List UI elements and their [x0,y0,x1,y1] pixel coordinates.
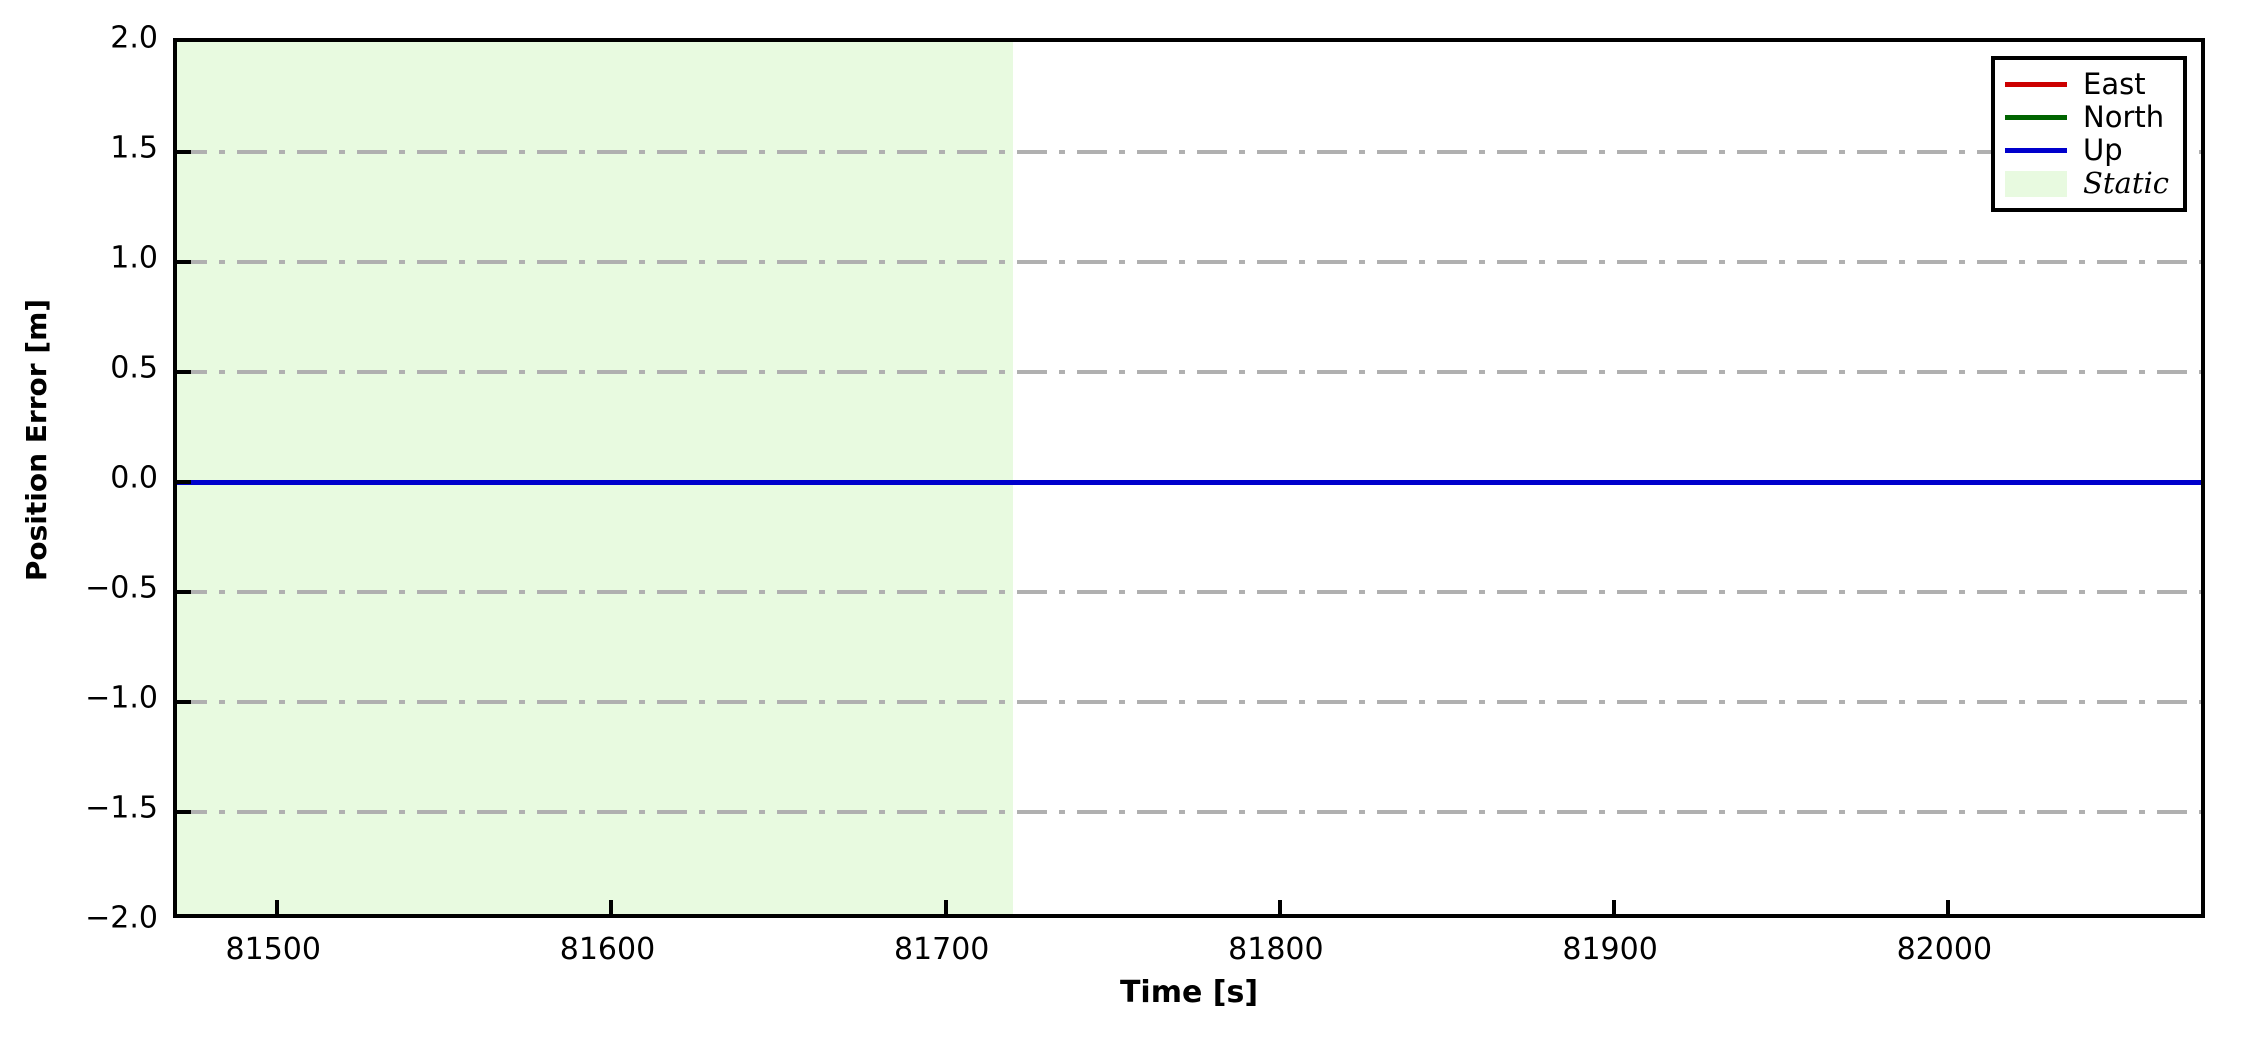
y-tick-label: 0.0 [110,460,158,496]
x-tick [943,900,948,914]
y-tick-label: 1.0 [110,240,158,276]
y-tick [177,370,191,374]
x-tick [1277,900,1282,914]
y-tick [177,700,191,704]
legend-swatch-static-icon [2005,170,2068,197]
legend-item-east[interactable]: East [2005,68,2169,101]
legend-label: Up [2083,133,2123,167]
y-tick-label: −1.5 [85,790,158,826]
y-tick-label: −1.0 [85,680,158,716]
gridline [177,260,2201,264]
plot-area[interactable]: East North Up Static [173,38,2205,918]
gridline [177,700,2201,704]
gridline [177,810,2201,814]
y-tick-label: −0.5 [85,570,158,606]
x-tick [275,900,280,914]
x-tick-label: 81800 [1228,932,1324,967]
x-tick-label: 81600 [559,932,656,967]
x-tick [1946,900,1951,914]
legend-label: North [2083,100,2165,134]
y-axis-label: Position Error [m] [20,298,53,582]
plot-clip [177,42,2201,914]
y-tick [177,480,191,484]
x-tick-label: 81500 [225,932,321,967]
x-tick [609,900,614,914]
legend-label: East [2083,67,2146,101]
legend-swatch-north-icon [2005,115,2068,120]
x-axis-label: Time [s] [1119,975,1259,1010]
y-tick [177,260,191,264]
gridline [177,370,2201,374]
y-tick-label: −2.0 [85,900,158,936]
legend-item-north[interactable]: North [2005,101,2169,134]
series-line-up [177,479,2201,485]
span-region-static [177,42,1013,914]
legend-swatch-east-icon [2005,82,2068,87]
legend-swatch-up-icon [2005,148,2068,153]
legend-label: Static [2083,166,2169,200]
x-tick-label: 82000 [1896,932,1993,967]
y-tick [177,590,191,594]
legend-item-static[interactable]: Static [2005,167,2169,200]
x-tick [1612,900,1617,914]
y-tick-label: 0.5 [110,350,158,386]
y-tick [177,810,191,814]
x-tick-label: 81900 [1562,932,1658,967]
x-tick-label: 81700 [893,932,990,967]
legend[interactable]: East North Up Static [1991,56,2187,212]
gridline [177,590,2201,594]
y-tick-label: 1.5 [110,130,158,166]
legend-item-up[interactable]: Up [2005,134,2169,167]
gridline [177,150,2201,154]
y-tick [177,150,191,154]
y-tick-label: 2.0 [110,20,158,56]
